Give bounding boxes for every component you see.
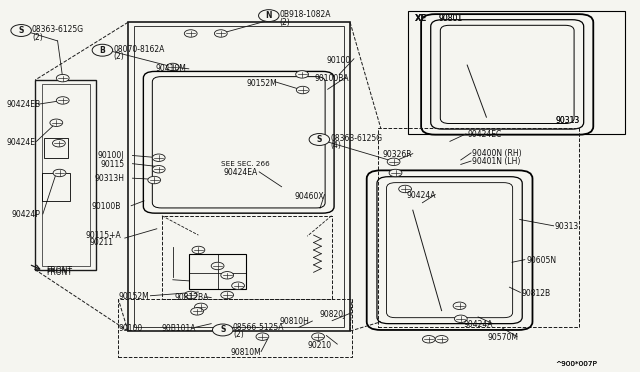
Circle shape: [259, 10, 279, 22]
Text: 90401N (LH): 90401N (LH): [472, 157, 521, 166]
Circle shape: [309, 134, 330, 145]
Circle shape: [166, 63, 179, 71]
Text: 90820J: 90820J: [320, 310, 346, 319]
Circle shape: [256, 333, 269, 340]
Text: 90424E: 90424E: [6, 138, 35, 147]
Circle shape: [232, 282, 244, 289]
Circle shape: [148, 176, 161, 184]
Text: 90313H: 90313H: [95, 174, 125, 183]
Text: 90211: 90211: [90, 238, 114, 247]
Circle shape: [212, 324, 233, 336]
Text: (2): (2): [233, 330, 244, 339]
Text: 90812B: 90812B: [522, 289, 551, 298]
Text: S: S: [220, 326, 225, 334]
Text: ^900*007P: ^900*007P: [556, 361, 597, 367]
Circle shape: [422, 336, 435, 343]
Circle shape: [56, 97, 69, 104]
Text: 90313: 90313: [556, 116, 580, 125]
Circle shape: [312, 333, 324, 340]
Bar: [408, 11, 625, 134]
Text: 90B101A: 90B101A: [161, 324, 196, 333]
Text: 90424EA: 90424EA: [224, 169, 259, 177]
Text: 90570M: 90570M: [488, 333, 518, 342]
Text: FRONT: FRONT: [47, 268, 73, 277]
Circle shape: [454, 315, 467, 323]
Circle shape: [211, 262, 224, 270]
Circle shape: [214, 30, 227, 37]
Bar: [42, 173, 70, 201]
Text: XE: XE: [415, 14, 427, 23]
Circle shape: [221, 272, 234, 279]
Text: XE: XE: [415, 14, 427, 23]
Circle shape: [387, 158, 400, 166]
Text: 90326R: 90326R: [382, 150, 412, 159]
Circle shape: [435, 336, 448, 343]
Text: 90810M: 90810M: [230, 348, 261, 357]
Circle shape: [56, 74, 69, 82]
Circle shape: [184, 30, 197, 37]
Text: 90424EC: 90424EC: [467, 130, 502, 139]
Text: 90605N: 90605N: [527, 256, 557, 265]
Text: 08566-5125A: 08566-5125A: [233, 323, 284, 332]
Text: 90313: 90313: [555, 222, 579, 231]
Bar: [44, 138, 68, 158]
Circle shape: [296, 71, 308, 78]
Text: 90812BA: 90812BA: [174, 293, 209, 302]
Circle shape: [184, 291, 197, 299]
Circle shape: [53, 169, 66, 177]
Circle shape: [192, 246, 205, 254]
Text: 90400N (RH): 90400N (RH): [472, 149, 522, 158]
Text: 90152M: 90152M: [246, 79, 277, 88]
Circle shape: [92, 44, 113, 56]
Circle shape: [11, 25, 31, 36]
Circle shape: [296, 86, 309, 94]
Circle shape: [50, 119, 63, 126]
Text: 90810H: 90810H: [280, 317, 310, 326]
Text: 08070-8162A: 08070-8162A: [113, 45, 164, 54]
Text: 08363-6125G: 08363-6125G: [32, 25, 84, 34]
Text: 90460X: 90460X: [294, 192, 324, 201]
Text: 90100: 90100: [118, 324, 143, 333]
Text: 0B918-1082A: 0B918-1082A: [280, 10, 331, 19]
Text: 90100BA: 90100BA: [315, 74, 349, 83]
Circle shape: [399, 185, 412, 193]
Circle shape: [152, 166, 165, 173]
Text: 90424EB: 90424EB: [6, 100, 40, 109]
Text: 90801: 90801: [438, 14, 463, 23]
Text: 08363-6125G: 08363-6125G: [330, 134, 382, 143]
Text: (2): (2): [32, 33, 43, 42]
Text: 90313: 90313: [556, 116, 580, 125]
Circle shape: [152, 154, 165, 161]
Text: 90115: 90115: [100, 160, 125, 169]
Text: 90100: 90100: [326, 56, 351, 65]
Circle shape: [195, 303, 207, 311]
Text: 90424P: 90424P: [12, 210, 40, 219]
Text: 90801: 90801: [438, 14, 463, 23]
Circle shape: [389, 169, 402, 177]
Circle shape: [453, 302, 466, 310]
Text: 90210: 90210: [307, 341, 332, 350]
Text: B: B: [100, 46, 105, 55]
Text: (2): (2): [280, 18, 291, 27]
Text: 90115+A: 90115+A: [85, 231, 121, 240]
Text: 90410M: 90410M: [156, 64, 186, 73]
Text: 90100J: 90100J: [98, 151, 124, 160]
Text: 90424A: 90424A: [464, 320, 493, 329]
Circle shape: [221, 291, 234, 299]
Text: (2): (2): [113, 52, 124, 61]
Circle shape: [52, 140, 65, 147]
Bar: [189, 254, 246, 289]
Text: 90152M: 90152M: [118, 292, 149, 301]
Text: FRONT: FRONT: [47, 266, 73, 275]
Text: S: S: [317, 135, 322, 144]
Text: ^900*007P: ^900*007P: [556, 361, 597, 367]
Circle shape: [191, 308, 204, 315]
Text: SEE SEC. 266: SEE SEC. 266: [221, 161, 269, 167]
Text: (4): (4): [330, 141, 341, 150]
Text: 90100B: 90100B: [92, 202, 121, 211]
Text: 90424A: 90424A: [406, 191, 436, 200]
Text: S: S: [19, 26, 24, 35]
Text: N: N: [266, 11, 272, 20]
